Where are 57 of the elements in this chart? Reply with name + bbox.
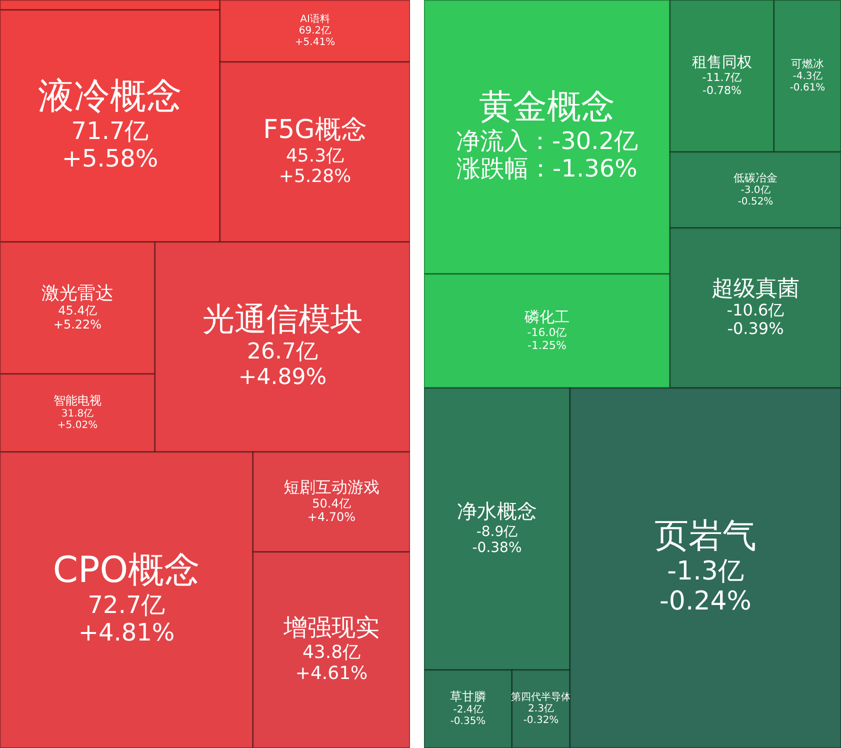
data-label: -0.61%	[790, 82, 826, 94]
category-label: 增强现实	[282, 614, 380, 642]
data-label: +4.81%	[78, 618, 175, 647]
data-label: 72.7亿	[88, 591, 166, 620]
category-label: F5G概念	[263, 115, 367, 146]
data-label: -4.3亿	[792, 71, 822, 82]
data-label: -10.6亿	[726, 300, 784, 320]
data-label: -0.78%	[702, 84, 742, 97]
data-label: 31.8亿	[61, 408, 94, 420]
category-label: 可燃冰	[791, 57, 824, 70]
data-label: -0.38%	[472, 540, 522, 556]
data-label: -0.39%	[727, 319, 784, 338]
data-label: 45.4亿	[58, 304, 97, 318]
data-label: -16.0亿	[527, 326, 567, 340]
data-label: +5.02%	[57, 420, 98, 432]
category-label: 光通信模块	[202, 300, 362, 338]
data-label: +5.28%	[278, 166, 352, 187]
data-label: -3.0亿	[740, 185, 770, 196]
data-label: -8.9亿	[476, 524, 518, 540]
data-label: 2.3亿	[528, 704, 554, 715]
category-label: 超级真菌	[712, 276, 800, 302]
category-label: 草甘膦	[450, 690, 486, 704]
category-label: 磷化工	[524, 308, 570, 326]
category-label: 液冷概念	[38, 76, 182, 117]
category-label: 激光雷达	[42, 282, 114, 304]
data-label: 净流入：-30.2亿	[456, 126, 638, 155]
data-label: 43.8亿	[302, 642, 361, 664]
data-label: 71.7亿	[71, 117, 149, 146]
data-label: +4.89%	[238, 364, 327, 390]
category-label: 短剧互动游戏	[284, 477, 380, 496]
data-label: -1.25%	[528, 338, 566, 352]
category-label: 黄金概念	[479, 87, 615, 128]
data-label: +4.61%	[295, 662, 368, 684]
data-label: 50.4亿	[312, 496, 351, 510]
data-label: -0.32%	[523, 715, 559, 726]
data-label: -0.35%	[450, 716, 486, 728]
category-label: 净水概念	[457, 499, 537, 524]
category-label: 低碳冶金	[734, 171, 778, 184]
data-label: -11.7亿	[702, 71, 742, 84]
data-label: +5.41%	[294, 37, 336, 48]
data-label: -1.3亿	[667, 556, 744, 586]
category-label: 租售同权	[692, 53, 752, 72]
category-label: CPO概念	[52, 550, 200, 591]
data-label: +5.22%	[53, 317, 102, 332]
data-label: 26.7亿	[247, 339, 318, 364]
data-label: -0.24%	[660, 586, 752, 616]
data-label: 69.2亿	[298, 26, 332, 37]
data-label: -0.52%	[738, 196, 774, 208]
data-label: 45.3亿	[286, 145, 344, 166]
category-label: AI语料	[300, 13, 330, 26]
data-label: -2.4亿	[453, 704, 483, 716]
data-label: +4.70%	[307, 510, 356, 524]
data-label: 涨跌幅：-1.36%	[456, 154, 638, 183]
category-label: 智能电视	[54, 394, 102, 408]
data-label: +5.58%	[62, 144, 158, 173]
category-label: 页岩气	[654, 516, 756, 556]
category-label: 第四代半导体	[511, 691, 571, 704]
